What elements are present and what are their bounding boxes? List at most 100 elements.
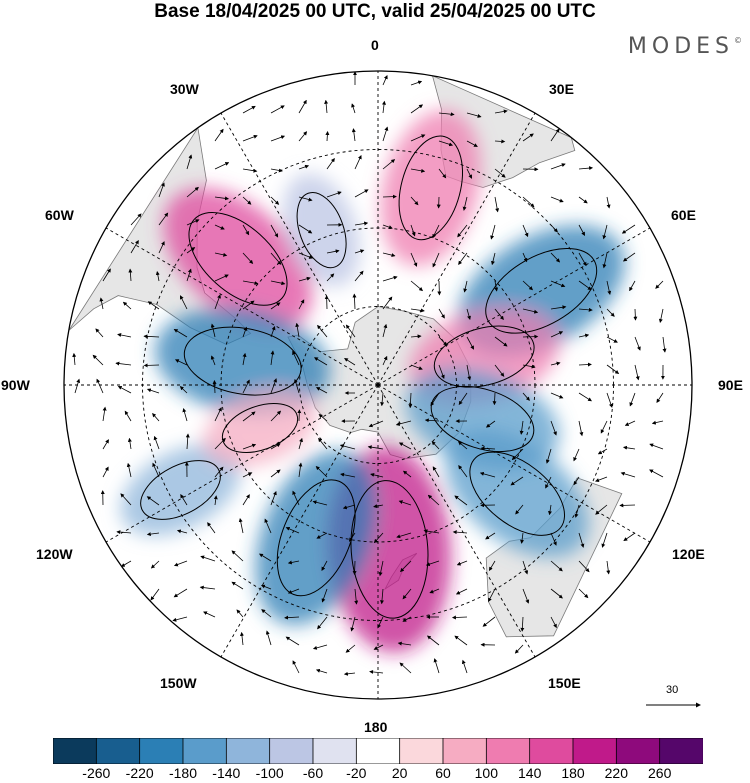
colorbar-swatch — [529, 738, 574, 764]
wind-vector — [545, 448, 552, 464]
wind-vector — [317, 324, 328, 338]
wind-vector — [158, 182, 165, 198]
anomaly-neg-south-atlantic-west-contour — [296, 192, 347, 269]
wind-vector — [410, 252, 418, 267]
wind-vector — [410, 224, 416, 237]
wind-vector — [210, 323, 216, 338]
wind-vector — [207, 522, 216, 534]
wind-vector — [410, 80, 423, 86]
wind-vector — [315, 387, 328, 394]
wind-vector — [150, 560, 160, 569]
wind-vector — [522, 560, 529, 575]
wind-vector — [180, 295, 188, 310]
wind-vector — [117, 386, 132, 394]
wind-vector — [270, 325, 276, 338]
wind-vector — [116, 530, 132, 535]
wind-vector — [395, 420, 412, 426]
wind-vector — [398, 500, 412, 506]
colorbar-swatch — [225, 738, 271, 764]
wind-vector — [147, 301, 160, 310]
lon-label-30w: 30W — [170, 81, 199, 97]
wind-vector — [298, 164, 310, 170]
wind-vector — [550, 420, 557, 436]
wind-vector — [146, 388, 160, 394]
wind-vector — [150, 588, 160, 601]
wind-vector — [292, 490, 300, 506]
wind-vector — [545, 476, 552, 489]
wind-vector — [410, 196, 419, 206]
anomaly-pos-south-america — [163, 187, 313, 330]
wind-vector — [456, 560, 468, 566]
wind-vector — [457, 224, 468, 238]
lon-label-60w: 60W — [45, 207, 74, 223]
wind-vector — [315, 465, 328, 478]
wind-vector — [368, 420, 384, 428]
wind-vector — [242, 326, 248, 338]
wind-vector — [458, 252, 468, 265]
wind-vector — [410, 134, 426, 142]
wind-vector — [354, 588, 359, 605]
wind-vectors — [72, 71, 667, 676]
wind-vector — [424, 418, 440, 423]
wind-vector — [186, 186, 199, 198]
lon-label-60e: 60E — [671, 207, 696, 223]
wind-vector — [488, 560, 496, 571]
wind-vector — [146, 532, 160, 537]
wind-vector — [242, 494, 250, 506]
wind-vector — [550, 280, 566, 288]
wind-vector — [270, 302, 281, 310]
wind-vector — [629, 280, 636, 292]
wind-vector — [242, 472, 253, 478]
wind-vector — [127, 437, 132, 450]
anomaly-neg-south-pacific-far-contour — [140, 460, 221, 520]
wind-vector — [298, 276, 311, 282]
meridian-line — [377, 384, 651, 543]
wind-vector — [102, 439, 109, 450]
wind-vector — [515, 504, 524, 515]
colorbar-swatch — [355, 738, 401, 764]
wind-vector — [242, 224, 250, 236]
wind-vector — [214, 252, 228, 257]
lon-label-30e: 30E — [549, 81, 574, 97]
colorbar-swatch — [95, 738, 141, 764]
wind-vector — [522, 224, 529, 238]
wind-vector — [629, 392, 636, 407]
colorbar-swatch — [182, 738, 228, 764]
wind-vector — [623, 445, 636, 450]
wind-vector — [242, 300, 255, 310]
wind-vector — [494, 168, 506, 178]
wind-vector — [662, 336, 667, 353]
wind-vector — [454, 495, 468, 506]
meridian-line — [377, 227, 651, 386]
wind-vector — [213, 495, 218, 506]
wind-vector — [492, 392, 497, 406]
wind-vector — [345, 644, 356, 653]
wind-vector — [128, 268, 133, 282]
wind-vector — [350, 616, 356, 632]
wind-vector — [270, 280, 286, 286]
wind-vector — [606, 280, 612, 295]
wind-vector — [400, 560, 412, 573]
wind-vector — [573, 448, 580, 462]
wind-vector — [180, 494, 188, 506]
wind-vector — [354, 270, 364, 282]
wind-vector — [345, 324, 356, 338]
wind-vector — [318, 437, 328, 450]
wind-vector — [597, 448, 608, 455]
wind-vector — [550, 560, 563, 572]
wind-vector — [649, 443, 664, 450]
wind-vector — [494, 196, 500, 213]
anomaly-neg-southwest-pacific-contour — [276, 479, 356, 597]
wind-vector — [380, 392, 385, 407]
wind-vector — [264, 518, 272, 534]
wind-vector — [423, 529, 440, 534]
wind-vector — [203, 611, 216, 618]
wind-vector — [186, 247, 196, 254]
wind-vector — [143, 363, 160, 368]
wind-vector — [606, 336, 618, 343]
wind-vector — [382, 355, 388, 366]
wind-vector — [242, 379, 250, 394]
anomaly-pos-south-america-contour — [188, 212, 288, 306]
wind-vector — [410, 364, 423, 370]
